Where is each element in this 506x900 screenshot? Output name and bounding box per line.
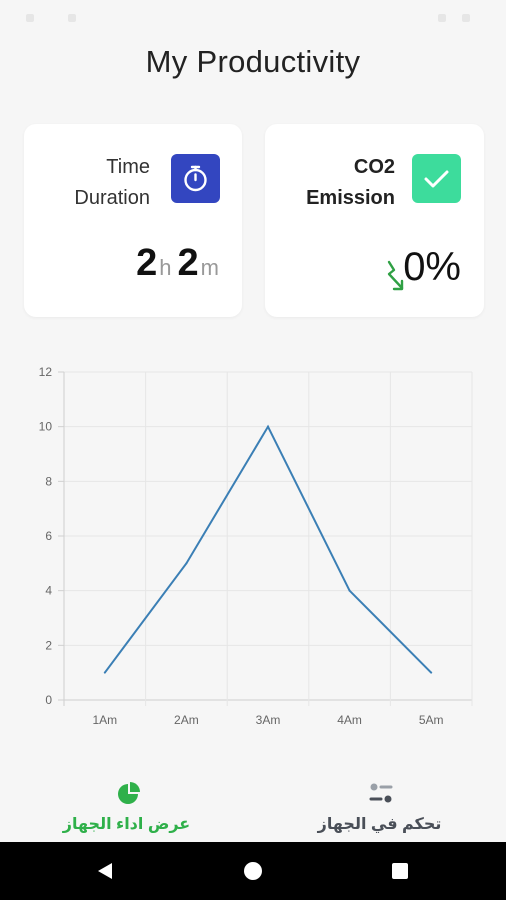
system-navigation-bar [0, 842, 506, 900]
data-point [430, 671, 433, 674]
bottom-navigation: عرض اداء الجهاز تحكم في الجهاز [0, 770, 506, 842]
back-icon[interactable] [95, 861, 115, 881]
co2-label-line2: Emission [306, 187, 395, 209]
pie-chart-icon [118, 782, 140, 804]
data-point [103, 671, 106, 674]
series-line [103, 424, 432, 674]
co2-emission-label: CO2 Emission [306, 152, 395, 214]
x-tick-label: 2Am [174, 713, 199, 727]
duration-hours: 2 [136, 242, 158, 284]
trend-down-arrow-icon [387, 260, 404, 291]
duration-minutes: 2 [177, 242, 199, 284]
recents-icon[interactable] [391, 862, 409, 880]
nav-item-device-performance[interactable]: عرض اداء الجهاز [0, 770, 253, 842]
status-icon [68, 14, 76, 22]
battery-icon [462, 14, 470, 22]
nav-item-device-control[interactable]: تحكم في الجهاز [253, 770, 506, 842]
time-duration-label-line2: Duration [74, 187, 150, 209]
nav-item-device-performance-label: عرض اداء الجهاز [62, 816, 191, 833]
stopwatch-icon [171, 154, 220, 203]
co2-emission-card: CO2 Emission 0% [265, 124, 484, 317]
duration-hours-unit: h [159, 255, 172, 280]
status-bar [0, 0, 506, 34]
data-point [185, 562, 188, 565]
home-icon[interactable] [243, 861, 263, 881]
x-tick-label: 1Am [92, 713, 117, 727]
y-tick-label: 2 [45, 638, 52, 652]
wifi-icon [438, 14, 446, 22]
productivity-line-chart: 0 2 4 6 8 10 12 1Am 2Am 3Am 4Am 5Am [39, 365, 473, 727]
y-tick-label: 6 [45, 529, 52, 543]
y-tick-label: 8 [45, 474, 52, 488]
x-tick-label: 5Am [419, 713, 444, 727]
data-point [267, 425, 269, 428]
co2-label-line1: CO2 [353, 156, 395, 178]
y-tick-label: 4 [45, 584, 52, 598]
co2-emission-value: 0% [403, 245, 461, 289]
time-duration-label-line1: Time [106, 156, 150, 178]
duration-value: 2h 2m [136, 242, 219, 285]
data-point [348, 589, 351, 592]
duration-minutes-unit: m [200, 255, 219, 280]
y-tick-label: 0 [45, 693, 52, 707]
time-duration-label: Time Duration [74, 152, 150, 214]
sliders-icon [369, 783, 393, 803]
x-tick-label: 4Am [337, 713, 362, 727]
y-tick-label: 10 [39, 420, 53, 434]
status-icon [26, 14, 34, 22]
time-duration-card: Time Duration 2h 2m [24, 124, 242, 317]
nav-item-device-control-label: تحكم في الجهاز [317, 816, 442, 833]
checkmark-icon [412, 154, 461, 203]
y-tick-label: 12 [39, 365, 53, 379]
page-title: My Productivity [145, 44, 361, 79]
x-tick-label: 3Am [256, 713, 281, 727]
